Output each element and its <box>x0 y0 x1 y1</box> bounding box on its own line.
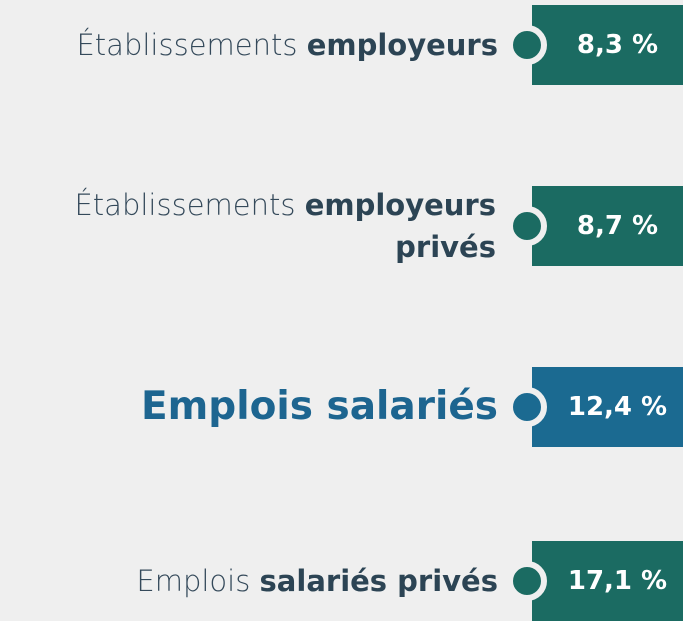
value-box: 8,3 % <box>532 5 683 85</box>
label-bold: employeurs <box>306 28 498 62</box>
value-box: 8,7 % <box>532 186 683 266</box>
label: Établissements employeurs privés <box>74 184 496 268</box>
dot <box>507 206 547 246</box>
label-bold: salariés privés <box>259 564 498 598</box>
label-regular: Établissements <box>74 188 296 222</box>
value: 12,4 % <box>567 392 668 422</box>
item: 12,4 % Emplois salariés <box>0 367 683 447</box>
dot <box>507 25 547 65</box>
dot <box>507 387 547 427</box>
value-box: 17,1 % <box>532 541 683 621</box>
label-bold: privés <box>395 230 496 264</box>
item: 17,1 % Emplois salariés privés <box>0 541 683 621</box>
label: Emplois salariés privés <box>136 560 498 602</box>
value: 8,7 % <box>576 211 659 241</box>
value: 8,3 % <box>576 30 659 60</box>
label-bold: employeurs <box>304 188 496 222</box>
label: Emplois salariés <box>141 386 498 428</box>
label: Établissements employeurs <box>76 24 498 66</box>
label-regular: Emplois <box>136 564 251 598</box>
label-bold: Emplois salariés <box>141 384 498 429</box>
dot <box>507 561 547 601</box>
value: 17,1 % <box>567 566 668 596</box>
value-box: 12,4 % <box>532 367 683 447</box>
label-regular: Établissements <box>76 28 298 62</box>
item: 8,3 % Établissements employeurs <box>0 5 683 85</box>
item: 8,7 % Établissements employeurs privés <box>0 186 683 266</box>
